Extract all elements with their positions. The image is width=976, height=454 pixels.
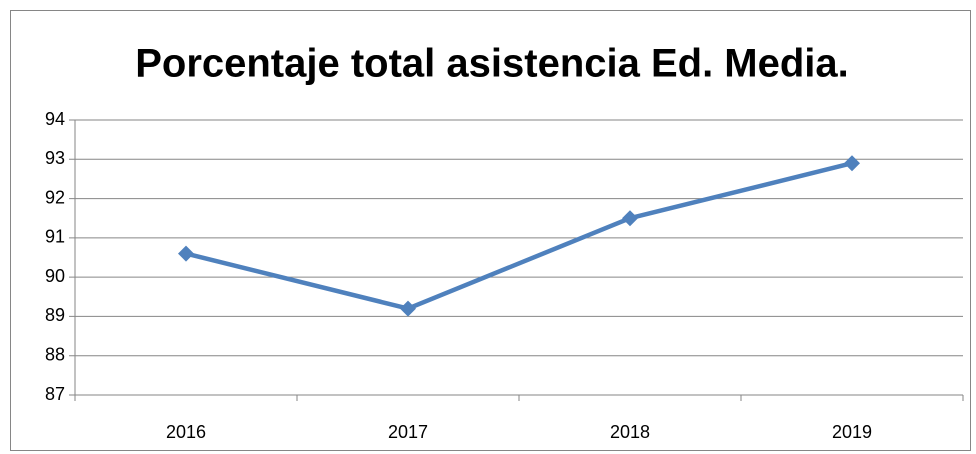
y-tick-label: 88	[45, 344, 65, 364]
chart-border	[10, 10, 971, 451]
y-tick-label: 91	[45, 227, 65, 247]
y-tick-label: 93	[45, 148, 65, 168]
y-tick-label: 92	[45, 187, 65, 207]
x-tick-label: 2016	[166, 422, 206, 442]
data-point	[622, 210, 638, 227]
x-tick-label: 2017	[388, 422, 428, 442]
y-tick-label: 87	[45, 384, 65, 404]
x-tick-label: 2018	[610, 422, 650, 442]
y-tick-label: 89	[45, 305, 65, 325]
series-line	[185, 161, 853, 311]
y-tick-label: 90	[45, 266, 65, 286]
data-point	[178, 245, 194, 262]
data-point	[844, 155, 860, 172]
x-tick-label: 2019	[832, 422, 872, 442]
chart-title: Porcentaje total asistencia Ed. Media.	[135, 42, 849, 86]
y-tick-label: 94	[45, 109, 65, 129]
data-point	[400, 300, 416, 317]
